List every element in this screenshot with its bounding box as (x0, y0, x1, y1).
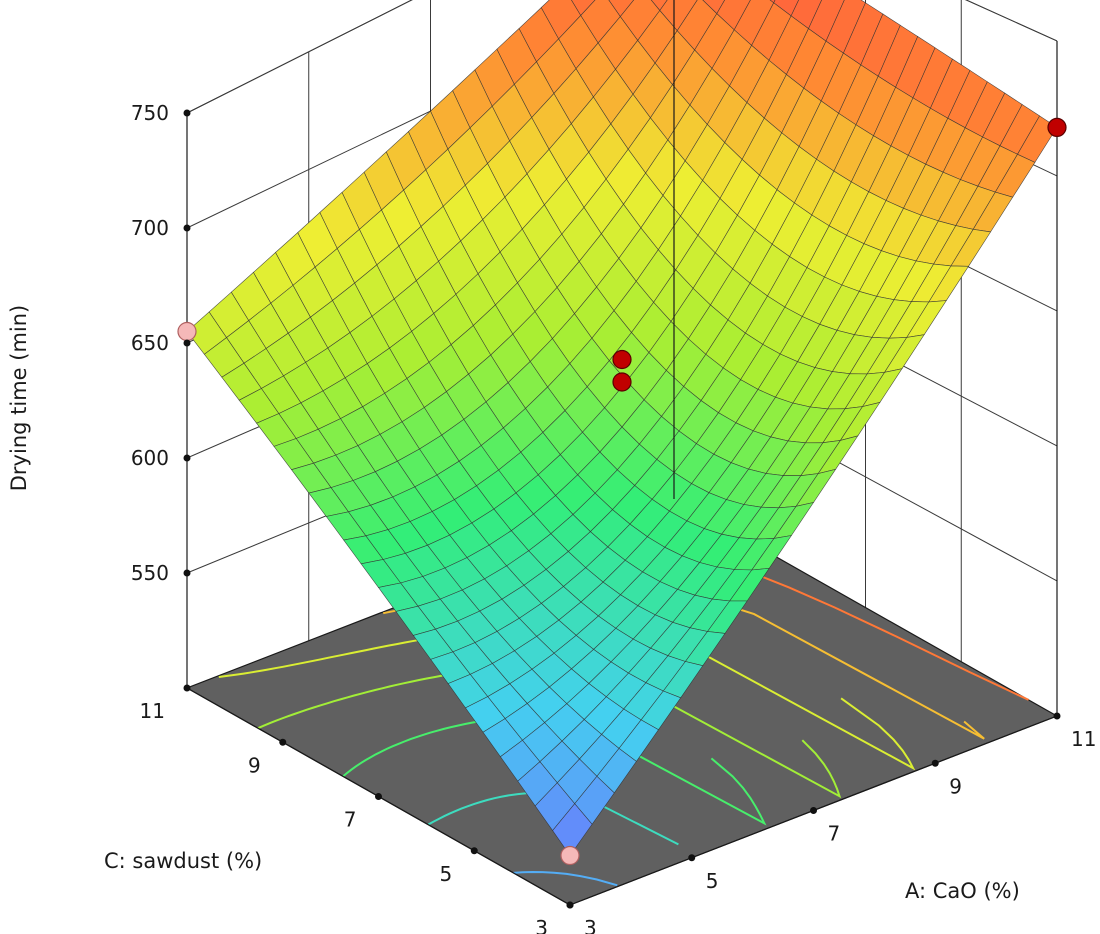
design-point (1047, 117, 1067, 138)
design-point (560, 845, 580, 866)
y-tick-label: 9 (248, 753, 261, 777)
z-tick-label: 650 (131, 331, 169, 355)
z-axis-label: Drying time (min) (7, 305, 31, 492)
surface-cell (608, 0, 635, 18)
y-tick-label: 3 (535, 916, 548, 934)
y-tick-label: 7 (344, 808, 357, 832)
contour-line (513, 870, 618, 887)
z-tick-mark (183, 569, 191, 577)
z-tick-label: 750 (131, 101, 169, 125)
y-tick-mark (566, 901, 574, 909)
x-tick-label: 7 (828, 822, 841, 846)
x-tick-label: 5 (706, 869, 719, 893)
design-point (612, 372, 632, 392)
design-points (177, 117, 1067, 866)
x-tick-mark (931, 759, 939, 767)
x-tick-mark (810, 807, 817, 814)
x-tick-label: 9 (949, 774, 962, 798)
wall-gridline (186, 0, 1058, 114)
z-tick-mark (183, 454, 191, 462)
y-tick-mark (375, 793, 382, 800)
surface-cell (552, 803, 593, 857)
y-tick-label: 5 (440, 862, 453, 886)
z-tick-mark (183, 224, 191, 232)
z-tick-label: 550 (131, 561, 169, 585)
y-tick-label: 11 (140, 699, 165, 723)
y-tick-mark (183, 684, 191, 692)
surface-cell (650, 0, 668, 11)
x-tick-mark (1053, 712, 1061, 720)
y-tick-mark (470, 847, 478, 855)
axis-labels: Drying time (min) A: CaO (%) C: sawdust … (7, 305, 1020, 903)
x-axis-label: A: CaO (%) (905, 879, 1020, 903)
z-tick-label: 600 (131, 446, 169, 470)
x-tick-mark (688, 854, 696, 862)
surface-cell (571, 0, 596, 16)
x-tick-label: 3 (584, 916, 597, 934)
y-axis-label: C: sawdust (%) (104, 849, 262, 873)
z-tick-mark (183, 339, 191, 347)
design-point (612, 349, 632, 370)
response-surface (186, 0, 1058, 857)
contour-line (342, 714, 767, 826)
axis-ticks: 3 5 7 9 11 3 5 7 9 11 550 600 650 700 750 (131, 101, 1097, 934)
design-point (177, 321, 197, 342)
x-tick-label: 11 (1071, 727, 1096, 751)
z-tick-label: 700 (131, 216, 169, 240)
y-tick-mark (279, 738, 287, 746)
z-tick-mark (183, 109, 191, 117)
